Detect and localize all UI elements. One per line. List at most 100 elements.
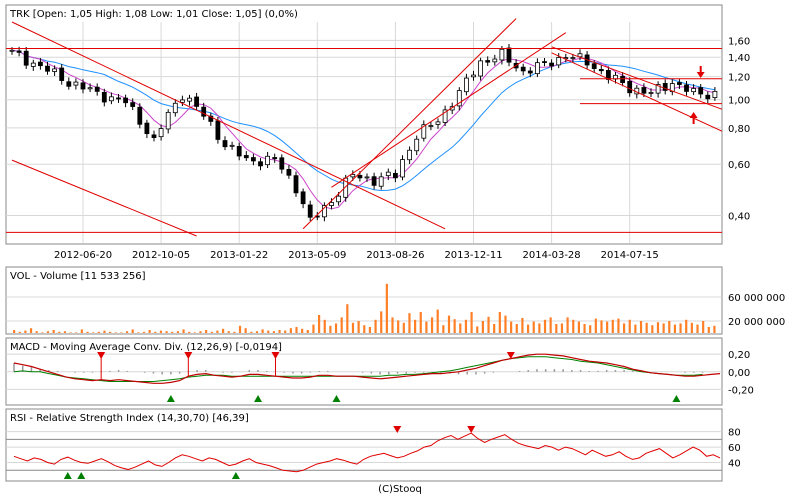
volume-bar bbox=[86, 331, 89, 333]
x-tick-label: 2013-08-26 bbox=[366, 250, 424, 261]
volume-bar bbox=[205, 330, 208, 333]
volume-bar bbox=[351, 322, 355, 333]
candle-body bbox=[662, 83, 668, 91]
volume-bar bbox=[41, 332, 44, 333]
volume-bar bbox=[628, 319, 631, 333]
volume-bar bbox=[109, 331, 112, 333]
volume-bar bbox=[24, 330, 27, 333]
volume-bar bbox=[75, 332, 78, 333]
candle-body bbox=[535, 62, 540, 75]
candle-body bbox=[23, 50, 29, 66]
candle-body bbox=[655, 84, 661, 94]
x-tick-label: 2013-05-09 bbox=[288, 250, 346, 261]
volume-bar bbox=[391, 317, 394, 333]
volume-bar bbox=[600, 320, 603, 333]
volume-y-tick-label: 60 000 000 bbox=[728, 293, 785, 304]
volume-bar bbox=[639, 321, 643, 333]
volume-bar bbox=[295, 327, 298, 333]
candle-body bbox=[179, 99, 185, 103]
volume-bar bbox=[617, 318, 620, 333]
candle-body bbox=[428, 125, 434, 127]
volume-bar bbox=[250, 331, 253, 333]
volume-bar bbox=[137, 332, 140, 333]
candle-body bbox=[123, 97, 128, 104]
candle-body bbox=[556, 57, 562, 66]
candle-body bbox=[471, 74, 476, 78]
rsi-line bbox=[13, 432, 721, 473]
volume-bar bbox=[521, 318, 524, 333]
volume-bar bbox=[18, 331, 21, 333]
macd-buy-marker bbox=[332, 395, 341, 402]
volume-bar bbox=[549, 317, 552, 333]
candle-body bbox=[371, 176, 377, 186]
candle-body bbox=[712, 90, 718, 98]
volume-bar bbox=[380, 311, 383, 333]
volume-bar bbox=[470, 312, 473, 333]
candle-body bbox=[16, 50, 22, 53]
candle-body bbox=[158, 128, 164, 138]
volume-bar bbox=[673, 324, 677, 333]
macd-y-tick-label: -0,20 bbox=[728, 385, 754, 396]
candle-body bbox=[357, 175, 363, 179]
volume-bar bbox=[69, 332, 72, 333]
volume-bar bbox=[52, 330, 55, 333]
candle-body bbox=[45, 65, 50, 72]
x-tick-label: 2012-10-05 bbox=[132, 250, 190, 261]
volume-bar bbox=[555, 324, 558, 333]
volume-bar bbox=[487, 316, 490, 333]
candle-body bbox=[172, 102, 178, 114]
rsi-overbought-marker bbox=[467, 426, 476, 433]
volume-bar bbox=[668, 321, 671, 333]
volume-bar bbox=[504, 315, 507, 333]
x-tick-label: 2014-03-28 bbox=[523, 250, 581, 261]
macd-y-tick-label: 0,20 bbox=[728, 350, 750, 361]
volume-bar bbox=[419, 312, 422, 333]
volume-bar bbox=[696, 324, 699, 333]
volume-bar bbox=[120, 332, 123, 333]
candle-body bbox=[116, 97, 121, 100]
trendline bbox=[11, 21, 446, 230]
volume-bar bbox=[572, 319, 575, 333]
stock-chart: TRK [Open: 1,05 High: 1,08 Low: 1,01 Clo… bbox=[5, 4, 785, 482]
volume-bar bbox=[532, 321, 535, 333]
volume-bar bbox=[97, 331, 100, 333]
volume-bar bbox=[188, 331, 191, 333]
volume-bar bbox=[408, 313, 411, 333]
price-panel-frame bbox=[5, 4, 723, 245]
copyright-footer: (C)Stooq bbox=[378, 484, 422, 495]
candle-body bbox=[73, 81, 79, 86]
candle-body bbox=[307, 204, 313, 218]
candle-body bbox=[364, 176, 370, 179]
price-y-tick-label: 1,60 bbox=[728, 36, 750, 47]
volume-bar bbox=[481, 321, 484, 333]
volume-bar bbox=[430, 317, 434, 333]
price-y-tick-label: 1,00 bbox=[728, 96, 750, 107]
volume-bar bbox=[707, 327, 710, 333]
volume-bar bbox=[583, 324, 586, 333]
volume-bar bbox=[125, 331, 129, 333]
volume-bar bbox=[436, 309, 439, 333]
candle-body bbox=[279, 157, 285, 170]
candle-body bbox=[201, 106, 207, 117]
rsi-overbought-marker bbox=[393, 426, 402, 433]
volume-bar bbox=[289, 328, 292, 333]
candle-body bbox=[407, 149, 413, 161]
candle-body bbox=[691, 88, 696, 93]
volume-bar bbox=[397, 320, 400, 333]
price-y-tick-label: 0,40 bbox=[728, 211, 750, 222]
x-tick-label: 2013-01-22 bbox=[210, 250, 268, 261]
volume-bar bbox=[171, 331, 174, 333]
candle-body bbox=[208, 115, 214, 122]
rsi-panel-title: RSI - Relative Strength Index (14,30,70)… bbox=[10, 413, 249, 424]
macd-sell-marker bbox=[506, 352, 515, 359]
candle-body bbox=[243, 155, 249, 159]
volume-bar bbox=[447, 315, 451, 333]
candle-body bbox=[591, 63, 597, 69]
volume-bar bbox=[340, 317, 343, 333]
candle-body bbox=[620, 75, 625, 83]
volume-bar bbox=[131, 329, 134, 333]
candle-body bbox=[527, 70, 533, 74]
macd-y-tick-label: 0,00 bbox=[728, 368, 750, 379]
x-tick-label: 2013-12-11 bbox=[444, 250, 502, 261]
volume-bar bbox=[662, 323, 665, 333]
